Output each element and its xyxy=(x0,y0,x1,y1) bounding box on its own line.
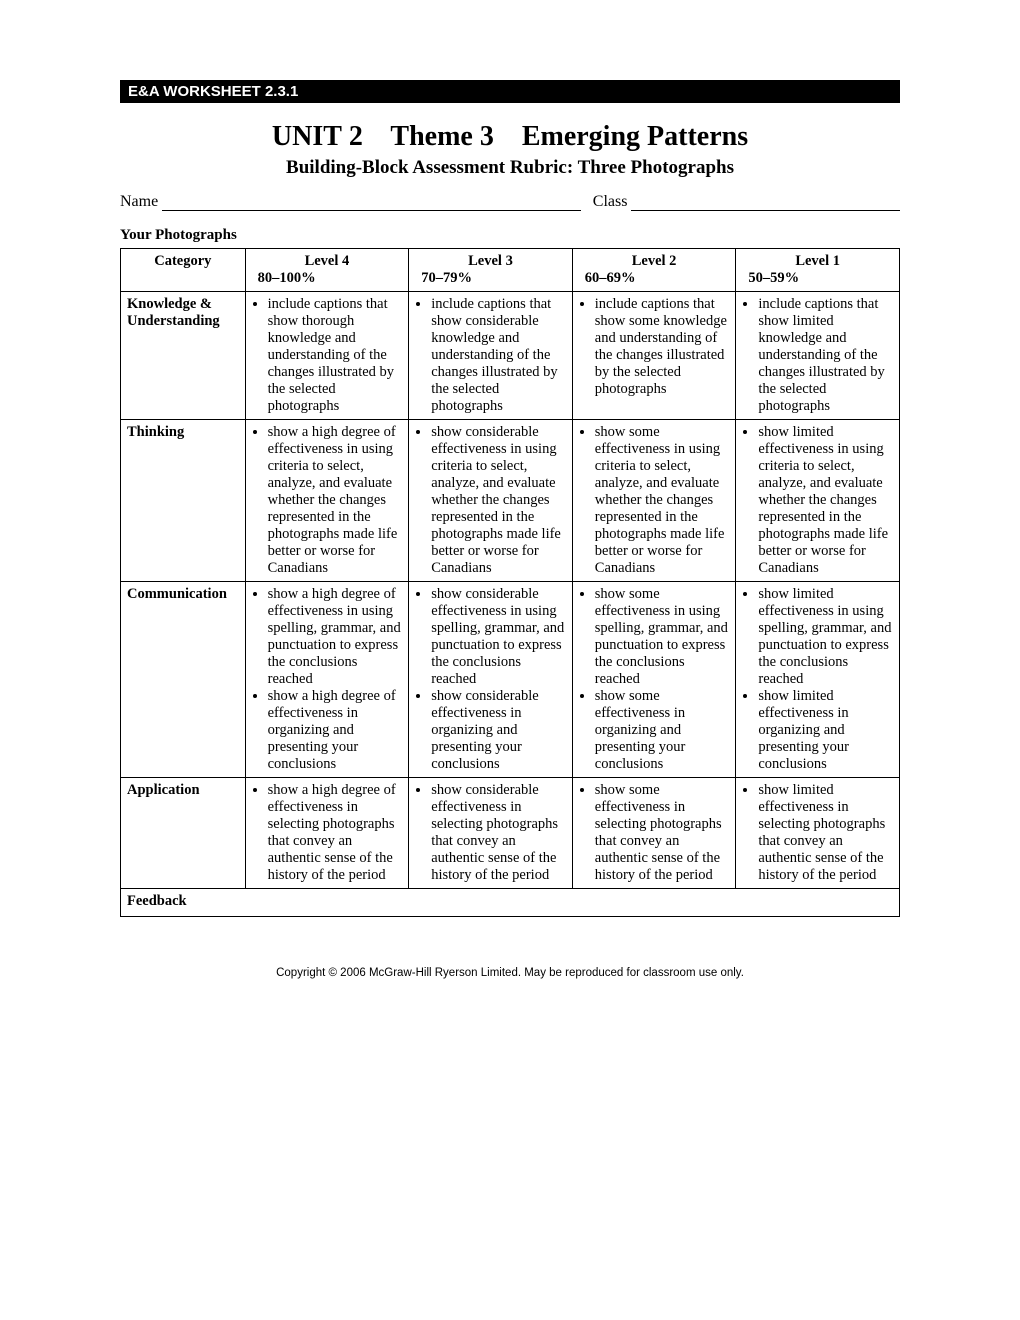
rubric-cell: show a high degree of effectiveness in u… xyxy=(245,582,409,778)
rubric-body: Knowledge & Understandinginclude caption… xyxy=(121,292,900,917)
subtitle: Building-Block Assessment Rubric: Three … xyxy=(120,157,900,179)
bullet-item: show limited effectiveness in using crit… xyxy=(758,424,893,577)
bullet-item: show a high degree of effectiveness in o… xyxy=(268,688,403,773)
bullet-item: show some effectiveness in using criteri… xyxy=(595,424,730,577)
bullet-item: include captions that show some knowledg… xyxy=(595,296,730,398)
bullet-item: show a high degree of effectiveness in u… xyxy=(268,586,403,688)
bullet-item: show some effectiveness in selecting pho… xyxy=(595,782,730,884)
bullet-item: show considerable effectiveness in using… xyxy=(431,424,566,577)
topic-label: Emerging Patterns xyxy=(522,121,748,152)
class-input-line[interactable] xyxy=(631,193,900,211)
bullet-list: show considerable effectiveness in selec… xyxy=(415,782,566,884)
name-field: Name xyxy=(120,193,581,211)
unit-number: 2 xyxy=(349,121,363,152)
table-row: Applicationshow a high degree of effecti… xyxy=(121,778,900,889)
section-label: Your Photographs xyxy=(120,227,900,244)
bullet-item: show considerable effectiveness in using… xyxy=(431,586,566,688)
category-cell: Thinking xyxy=(121,420,246,582)
bullet-list: show some effectiveness in using spellin… xyxy=(579,586,730,773)
title-block: UNIT 2 Theme 3 Emerging Patterns Buildin… xyxy=(120,121,900,179)
rubric-cell: show some effectiveness in selecting pho… xyxy=(572,778,736,889)
bullet-item: show a high degree of effectiveness in s… xyxy=(268,782,403,884)
bullet-item: show limited effectiveness in selecting … xyxy=(758,782,893,884)
class-label: Class xyxy=(593,193,628,211)
bullet-list: include captions that show some knowledg… xyxy=(579,296,730,398)
header-level-1: Level 1 50–59% xyxy=(736,249,900,292)
bullet-item: show considerable effectiveness in organ… xyxy=(431,688,566,773)
bullet-list: show some effectiveness in selecting pho… xyxy=(579,782,730,884)
bullet-item: include captions that show considerable … xyxy=(431,296,566,415)
name-class-row: Name Class xyxy=(120,193,900,211)
level-pct: 50–59% xyxy=(742,270,893,287)
bullet-list: show a high degree of effectiveness in s… xyxy=(252,782,403,884)
bullet-list: include captions that show limited knowl… xyxy=(742,296,893,415)
level-name: Level 3 xyxy=(468,253,513,269)
rubric-cell: include captions that show considerable … xyxy=(409,292,573,420)
level-name: Level 1 xyxy=(795,253,840,269)
theme-label: Theme 3 xyxy=(390,121,493,152)
rubric-cell: show considerable effectiveness in selec… xyxy=(409,778,573,889)
bullet-list: show limited effectiveness in using crit… xyxy=(742,424,893,577)
level-pct: 60–69% xyxy=(579,270,730,287)
unit-word: UNIT xyxy=(272,121,342,152)
bullet-list: show a high degree of effectiveness in u… xyxy=(252,586,403,773)
rubric-cell: show some effectiveness in using criteri… xyxy=(572,420,736,582)
bullet-item: show some effectiveness in organizing an… xyxy=(595,688,730,773)
rubric-cell: show a high degree of effectiveness in s… xyxy=(245,778,409,889)
name-label: Name xyxy=(120,193,158,211)
header-level-2: Level 2 60–69% xyxy=(572,249,736,292)
rubric-cell: show limited effectiveness in selecting … xyxy=(736,778,900,889)
bullet-list: show some effectiveness in using criteri… xyxy=(579,424,730,577)
rubric-header: Category Level 4 80–100% Level 3 70–79% … xyxy=(121,249,900,292)
rubric-cell: show considerable effectiveness in using… xyxy=(409,420,573,582)
bullet-item: include captions that show limited knowl… xyxy=(758,296,893,415)
name-input-line[interactable] xyxy=(162,193,581,211)
rubric-cell: show some effectiveness in using spellin… xyxy=(572,582,736,778)
header-level-3: Level 3 70–79% xyxy=(409,249,573,292)
bullet-item: show a high degree of effectiveness in u… xyxy=(268,424,403,577)
rubric-cell: show limited effectiveness in using crit… xyxy=(736,420,900,582)
category-cell: Application xyxy=(121,778,246,889)
feedback-cell: Feedback xyxy=(121,889,900,917)
bullet-item: show considerable effectiveness in selec… xyxy=(431,782,566,884)
bullet-item: show some effectiveness in using spellin… xyxy=(595,586,730,688)
rubric-cell: include captions that show thorough know… xyxy=(245,292,409,420)
level-pct: 80–100% xyxy=(252,270,403,287)
category-cell: Communication xyxy=(121,582,246,778)
rubric-cell: show limited effectiveness in using spel… xyxy=(736,582,900,778)
bullet-list: include captions that show thorough know… xyxy=(252,296,403,415)
class-field: Class xyxy=(593,193,900,211)
bullet-item: include captions that show thorough know… xyxy=(268,296,403,415)
rubric-table: Category Level 4 80–100% Level 3 70–79% … xyxy=(120,248,900,917)
bullet-list: include captions that show considerable … xyxy=(415,296,566,415)
bullet-list: show a high degree of effectiveness in u… xyxy=(252,424,403,577)
header-category: Category xyxy=(121,249,246,292)
main-title: UNIT 2 Theme 3 Emerging Patterns xyxy=(120,121,900,153)
bullet-item: show limited effectiveness in using spel… xyxy=(758,586,893,688)
copyright-notice: Copyright © 2006 McGraw-Hill Ryerson Lim… xyxy=(120,967,900,979)
level-name: Level 4 xyxy=(305,253,350,269)
worksheet-banner: E&A WORKSHEET 2.3.1 xyxy=(120,80,900,103)
header-level-4: Level 4 80–100% xyxy=(245,249,409,292)
rubric-cell: include captions that show some knowledg… xyxy=(572,292,736,420)
level-name: Level 2 xyxy=(632,253,677,269)
table-row: Knowledge & Understandinginclude caption… xyxy=(121,292,900,420)
bullet-list: show considerable effectiveness in using… xyxy=(415,586,566,773)
table-row: Communicationshow a high degree of effec… xyxy=(121,582,900,778)
rubric-cell: show a high degree of effectiveness in u… xyxy=(245,420,409,582)
table-row: Thinkingshow a high degree of effectiven… xyxy=(121,420,900,582)
rubric-cell: include captions that show limited knowl… xyxy=(736,292,900,420)
level-pct: 70–79% xyxy=(415,270,566,287)
bullet-list: show considerable effectiveness in using… xyxy=(415,424,566,577)
bullet-item: show limited effectiveness in organizing… xyxy=(758,688,893,773)
feedback-row: Feedback xyxy=(121,889,900,917)
rubric-cell: show considerable effectiveness in using… xyxy=(409,582,573,778)
bullet-list: show limited effectiveness in selecting … xyxy=(742,782,893,884)
bullet-list: show limited effectiveness in using spel… xyxy=(742,586,893,773)
category-cell: Knowledge & Understanding xyxy=(121,292,246,420)
